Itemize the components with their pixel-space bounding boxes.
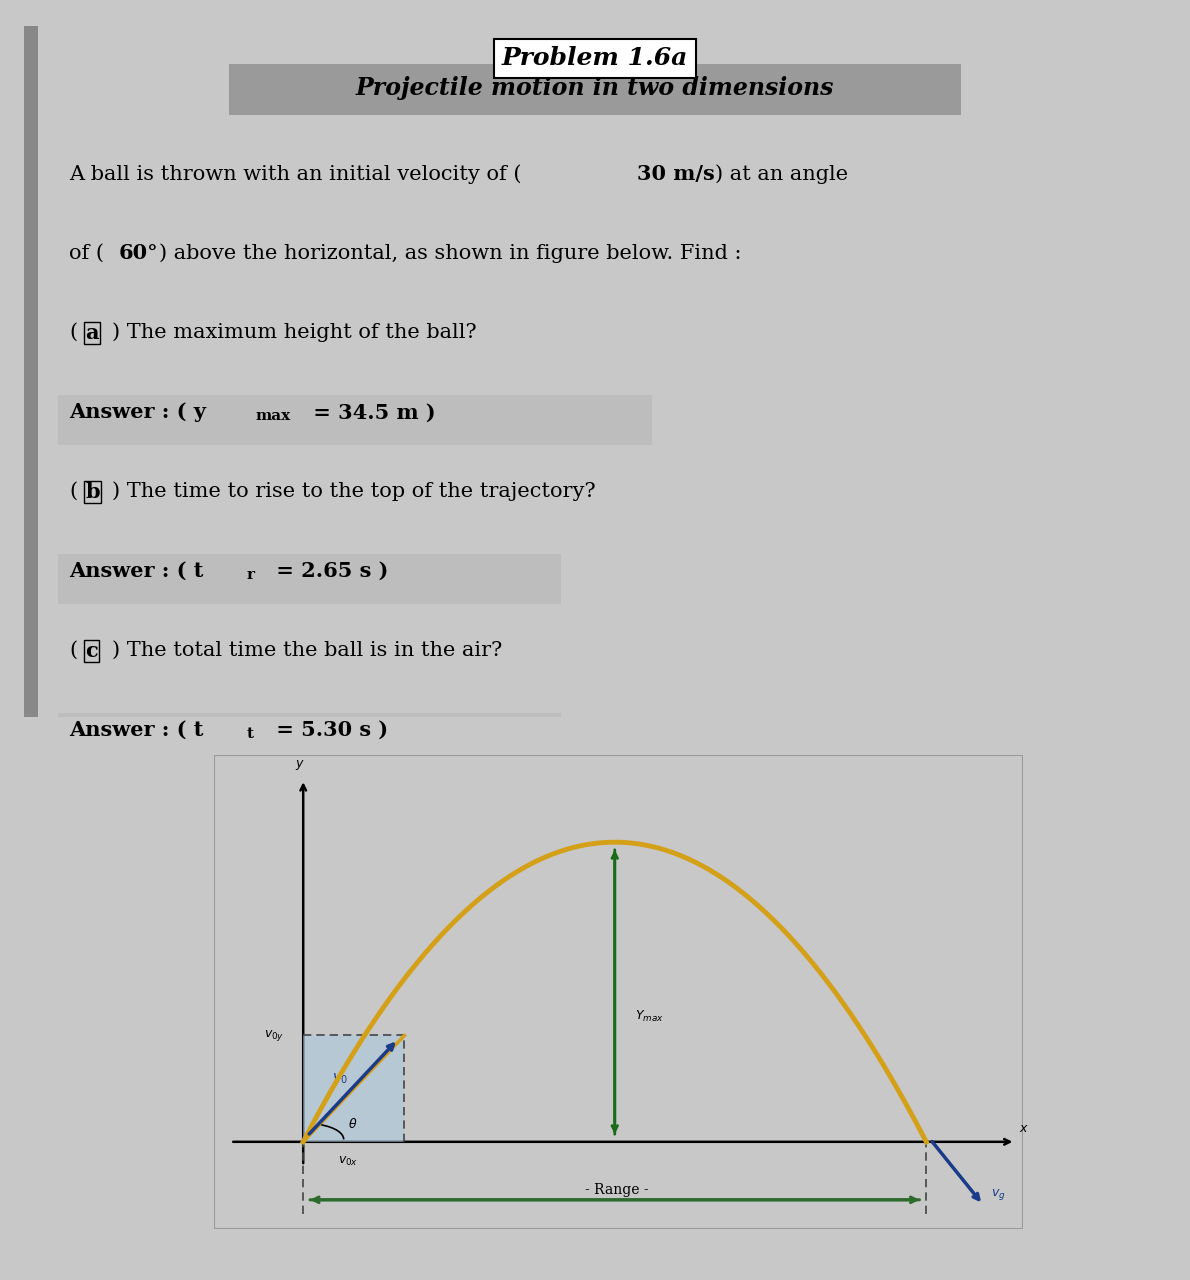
- FancyBboxPatch shape: [230, 64, 960, 115]
- Text: (: (: [69, 481, 77, 500]
- Text: ) at an angle: ) at an angle: [715, 164, 848, 183]
- Text: = 5.30 s ): = 5.30 s ): [269, 721, 389, 740]
- Text: max: max: [256, 410, 292, 424]
- Text: r: r: [246, 568, 255, 582]
- Text: Problem 1.6a: Problem 1.6a: [502, 46, 688, 70]
- Text: = 2.65 s ): = 2.65 s ): [269, 561, 389, 581]
- Polygon shape: [303, 1036, 405, 1142]
- Text: Projectile motion in two dimensions: Projectile motion in two dimensions: [356, 76, 834, 100]
- Text: (: (: [69, 323, 77, 342]
- Text: x: x: [1020, 1121, 1027, 1134]
- Text: Answer : ( t: Answer : ( t: [69, 561, 203, 581]
- Text: ) above the horizontal, as shown in figure below. Find :: ) above the horizontal, as shown in figu…: [158, 243, 741, 262]
- Text: b: b: [86, 481, 100, 502]
- FancyBboxPatch shape: [58, 554, 560, 604]
- Text: of (: of (: [69, 243, 105, 262]
- Text: $\theta$: $\theta$: [347, 1117, 357, 1132]
- Text: Answer : ( y: Answer : ( y: [69, 402, 206, 422]
- Text: $v_{0x}$: $v_{0x}$: [338, 1156, 358, 1169]
- Text: t: t: [246, 727, 253, 741]
- Text: y: y: [295, 756, 302, 769]
- Text: Answer : ( t: Answer : ( t: [69, 721, 203, 740]
- FancyBboxPatch shape: [58, 394, 652, 445]
- Text: ) The maximum height of the ball?: ) The maximum height of the ball?: [112, 323, 476, 343]
- Text: - Range -: - Range -: [585, 1184, 649, 1197]
- Text: ) The time to rise to the top of the trajectory?: ) The time to rise to the top of the tra…: [112, 481, 595, 502]
- Text: 30 m/s: 30 m/s: [638, 164, 715, 184]
- Text: 60°: 60°: [119, 243, 158, 264]
- Text: = 34.5 m ): = 34.5 m ): [306, 402, 436, 422]
- Text: $v_g$: $v_g$: [991, 1188, 1006, 1202]
- Text: $Y_{max}$: $Y_{max}$: [635, 1009, 664, 1024]
- Text: $v_{0y}$: $v_{0y}$: [264, 1028, 284, 1043]
- Text: ) The total time the ball is in the air?: ) The total time the ball is in the air?: [112, 641, 502, 659]
- FancyBboxPatch shape: [24, 26, 38, 717]
- Text: c: c: [86, 641, 99, 660]
- Text: (: (: [69, 641, 77, 659]
- Text: a: a: [86, 323, 99, 343]
- FancyBboxPatch shape: [58, 713, 560, 763]
- Text: A ball is thrown with an initial velocity of (: A ball is thrown with an initial velocit…: [69, 164, 522, 183]
- Text: $v_0$: $v_0$: [332, 1071, 347, 1087]
